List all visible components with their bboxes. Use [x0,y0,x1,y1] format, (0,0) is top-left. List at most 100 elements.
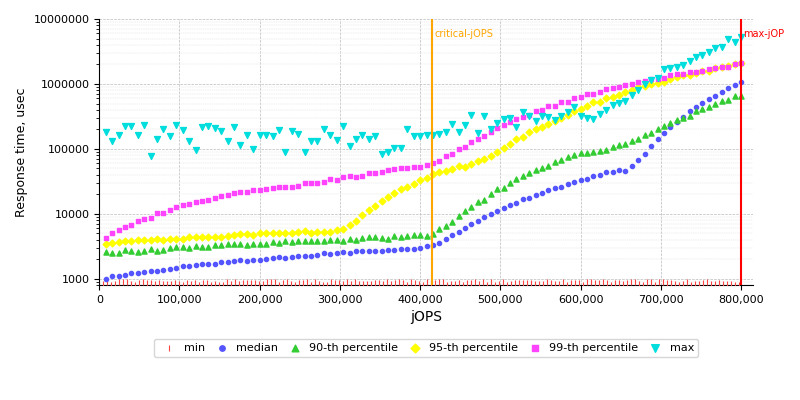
95-th percentile [709,65,722,71]
min [569,280,582,286]
max [702,49,715,55]
min [589,280,602,286]
median [138,269,150,275]
median [292,253,305,260]
median [632,156,645,163]
max [382,149,394,155]
min [269,279,282,285]
90-th percentile [350,237,362,243]
min [321,281,334,288]
99-th percentile [99,234,112,241]
99-th percentile [125,222,138,228]
min [573,280,586,286]
min [289,282,302,288]
90-th percentile [228,241,241,248]
min [473,281,486,287]
99-th percentile [709,65,722,71]
95-th percentile [362,207,375,213]
95-th percentile [632,84,645,90]
median [600,169,613,176]
Y-axis label: Response time, usec: Response time, usec [15,87,28,217]
median [234,257,247,264]
median [228,258,241,264]
90-th percentile [542,163,555,169]
99-th percentile [645,76,658,82]
min [609,280,622,286]
95-th percentile [222,233,234,240]
99-th percentile [118,223,131,230]
median [439,236,452,242]
95-th percentile [407,180,420,187]
min [309,279,322,286]
90-th percentile [279,238,292,244]
min [373,280,386,286]
90-th percentile [664,120,677,126]
max [176,127,189,133]
90-th percentile [490,186,503,192]
min [401,282,414,288]
99-th percentile [523,112,536,118]
min [633,280,646,287]
95-th percentile [465,161,478,167]
max [401,126,414,132]
min [437,279,450,286]
median [664,124,677,130]
min [513,280,526,286]
median [150,268,163,274]
95-th percentile [324,228,337,235]
90-th percentile [305,238,318,244]
min [521,280,534,286]
95-th percentile [619,88,632,95]
95-th percentile [375,198,388,204]
99-th percentile [503,119,516,125]
90-th percentile [254,241,266,247]
90-th percentile [497,184,510,191]
99-th percentile [362,170,375,176]
min [469,279,482,285]
max [465,112,478,118]
90-th percentile [594,148,606,154]
95-th percentile [458,163,471,170]
min [125,281,138,288]
90-th percentile [241,242,254,248]
median [318,250,330,256]
max [471,130,484,136]
90-th percentile [324,236,337,243]
min [457,282,470,288]
min [493,280,506,287]
95-th percentile [157,237,170,243]
median [638,151,651,157]
99-th percentile [298,180,311,186]
99-th percentile [254,187,266,193]
90-th percentile [658,122,670,129]
Text: max-jOP: max-jOP [743,29,785,39]
90-th percentile [677,115,690,122]
min [341,279,354,285]
median [125,270,138,276]
95-th percentile [645,81,658,87]
median [311,252,324,258]
min [405,279,418,285]
99-th percentile [375,169,388,175]
median [426,242,439,249]
min [677,281,690,287]
95-th percentile [106,239,118,246]
max [581,114,594,121]
95-th percentile [574,106,587,112]
99-th percentile [651,76,664,83]
max [478,113,490,119]
min [625,279,638,285]
99-th percentile [433,157,446,164]
99-th percentile [490,125,503,131]
median [343,249,356,256]
99-th percentile [439,153,452,159]
95-th percentile [125,238,138,244]
95-th percentile [382,194,394,200]
90-th percentile [503,180,516,186]
min [137,279,150,285]
99-th percentile [658,74,670,81]
90-th percentile [734,92,747,99]
95-th percentile [478,156,490,162]
90-th percentile [260,241,273,247]
min [317,281,330,288]
